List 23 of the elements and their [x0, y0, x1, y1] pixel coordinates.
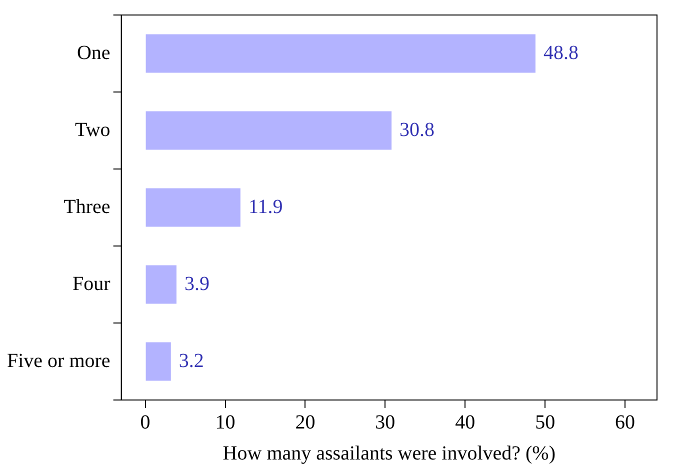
data-label: 30.8 [400, 118, 435, 141]
y-tick-label: One [76, 42, 110, 64]
y-tick-label: Four [72, 272, 111, 295]
data-label: 11.9 [248, 196, 283, 218]
x-tick-label: 60 [615, 411, 636, 434]
x-tick-label: 0 [140, 411, 150, 434]
y-tick-label: Five or more [7, 350, 110, 372]
bar [146, 111, 392, 150]
y-tick-label: Three [64, 196, 110, 218]
bar [146, 188, 240, 227]
x-tick-label: 10 [215, 411, 236, 434]
data-label: 3.2 [178, 350, 204, 372]
x-tick-label: 40 [455, 411, 476, 434]
x-tick-label: 50 [535, 411, 556, 434]
data-label: 48.8 [543, 42, 578, 64]
x-tick-label: 30 [375, 411, 396, 434]
bar [146, 265, 176, 304]
bar [146, 342, 171, 381]
x-tick-label: 20 [295, 411, 316, 434]
bar [146, 34, 536, 73]
x-axis-title: How many assailants were involved? (%) [222, 442, 556, 464]
data-label: 3.9 [184, 272, 210, 295]
y-tick-label: Two [75, 118, 110, 141]
